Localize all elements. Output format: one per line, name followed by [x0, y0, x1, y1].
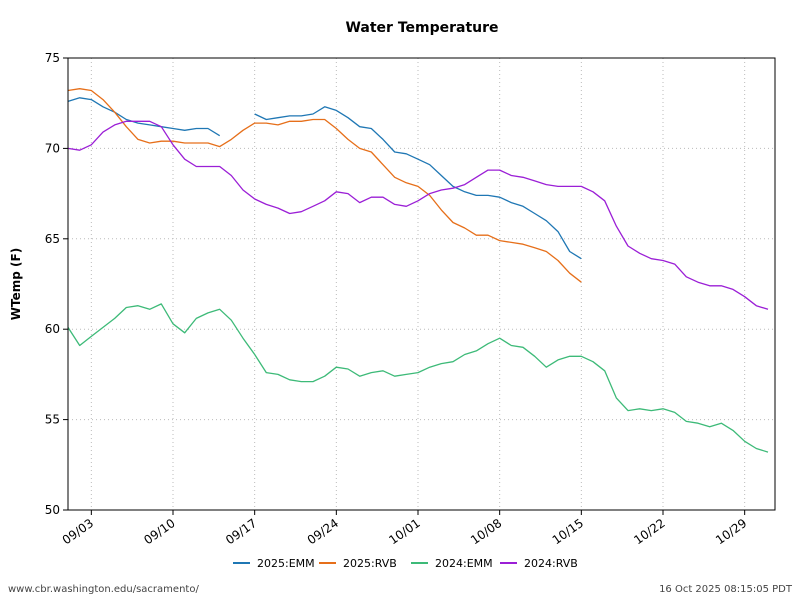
x-tick-label: 10/29: [713, 516, 749, 547]
x-tick-label: 09/24: [305, 516, 341, 547]
series-lines: [67, 88, 769, 453]
y-tick-label: 70: [45, 141, 60, 155]
y-tick-label: 75: [45, 51, 60, 65]
y-axis: 50 55 60 65 70 75: [45, 51, 68, 517]
y-tick-label: 50: [45, 503, 60, 517]
legend-item: 2024:RVB: [500, 557, 578, 570]
y-tick-label: 65: [45, 232, 60, 246]
x-tick-label: 10/22: [631, 516, 667, 547]
legend-item: 2024:EMM: [411, 557, 493, 570]
x-tick-label: 09/03: [60, 516, 96, 547]
x-tick-label: 09/10: [141, 516, 177, 547]
legend-label: 2024:RVB: [524, 557, 578, 570]
x-tick-label: 10/15: [550, 516, 586, 547]
legend-label: 2025:EMM: [257, 557, 315, 570]
legend-label: 2025:RVB: [343, 557, 397, 570]
legend: 2025:EMM 2025:RVB 2024:EMM 2024:RVB: [233, 557, 578, 570]
y-axis-label: WTemp (F): [9, 248, 23, 320]
series-line-2025-rvb: [67, 88, 582, 283]
legend-label: 2024:EMM: [435, 557, 493, 570]
y-tick-label: 60: [45, 322, 60, 336]
series-line-2025-emm: [254, 106, 582, 260]
source-url[interactable]: www.cbr.washington.edu/sacramento/: [8, 584, 199, 595]
chart-title: Water Temperature: [345, 20, 498, 36]
x-tick-label: 10/08: [468, 516, 504, 547]
y-tick-label: 55: [45, 413, 60, 427]
legend-item: 2025:EMM: [233, 557, 315, 570]
plot-frame: [67, 57, 776, 511]
series-line-2025-emm: [67, 97, 221, 137]
series-line-2024-emm: [67, 303, 769, 453]
grid: [68, 57, 775, 511]
x-tick-label: 09/17: [223, 516, 259, 547]
timestamp: 16 Oct 2025 08:15:05 PDT: [659, 584, 793, 595]
x-axis: 09/03 09/10 09/17 09/24 10/01 10/08 10/15 10/22…: [60, 510, 749, 547]
series-line-2024-rvb: [67, 120, 769, 310]
x-tick-label: 10/01: [386, 516, 422, 547]
legend-item: 2025:RVB: [319, 557, 397, 570]
